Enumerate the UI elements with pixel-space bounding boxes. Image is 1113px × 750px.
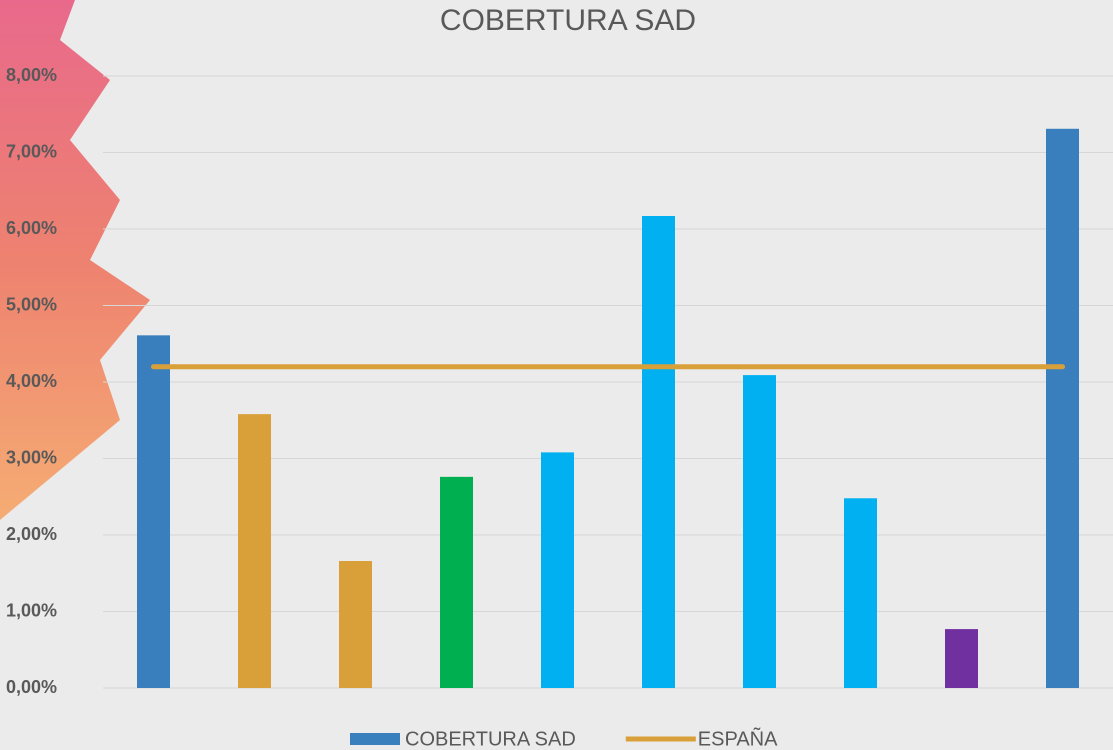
bar <box>440 477 473 688</box>
bar <box>844 498 877 688</box>
bar <box>642 216 675 688</box>
y-tick-label: 7,00% <box>6 141 57 161</box>
page: COBERTURA SAD 0,00% 1,00% 2,00% 3,00% 4,00% 5… <box>0 0 1113 750</box>
y-tick-label: 5,00% <box>6 294 57 314</box>
legend-label: COBERTURA SAD <box>405 728 576 750</box>
chart: COBERTURA SAD 0,00% 1,00% 2,00% 3,00% 4,00% 5… <box>0 0 1113 750</box>
bar <box>339 561 372 688</box>
legend-label: ESPAÑA <box>698 726 778 750</box>
bar <box>541 452 574 688</box>
y-tick-label: 0,00% <box>6 677 57 697</box>
y-tick-label: 3,00% <box>6 447 57 467</box>
bar <box>1046 129 1079 688</box>
y-tick-label: 1,00% <box>6 600 57 620</box>
y-tick-label: 2,00% <box>6 524 57 544</box>
bar <box>945 629 978 688</box>
y-tick-label: 8,00% <box>6 65 57 85</box>
bar <box>743 375 776 688</box>
legend-swatch <box>350 733 400 745</box>
y-tick-label: 4,00% <box>6 371 57 391</box>
chart-title: COBERTURA SAD <box>440 4 696 37</box>
bar <box>137 335 170 688</box>
y-tick-label: 6,00% <box>6 218 57 238</box>
bar <box>238 414 271 688</box>
